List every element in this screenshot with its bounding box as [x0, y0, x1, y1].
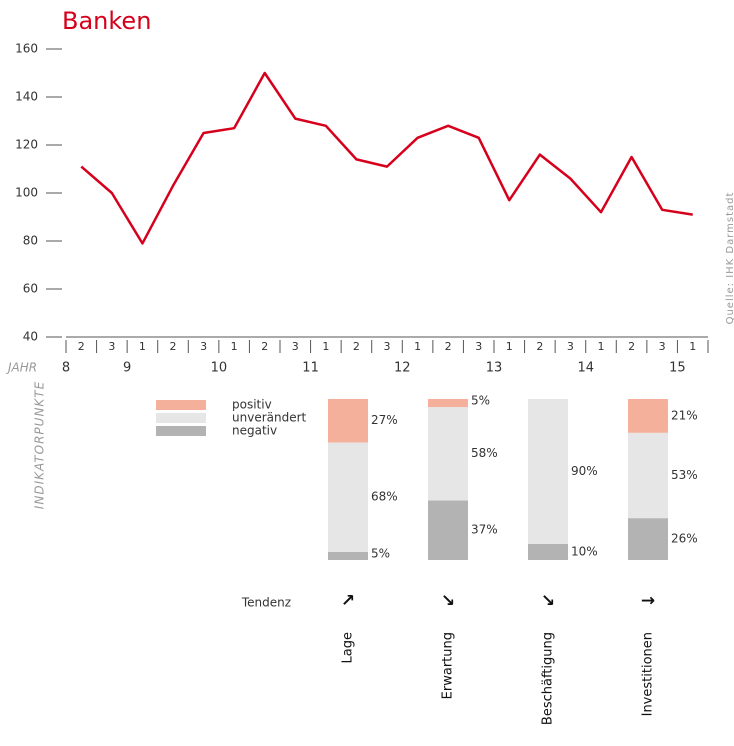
year-label: 14: [577, 361, 594, 376]
x-tick-label: 2: [261, 340, 268, 353]
x-tick-label: 1: [322, 340, 329, 353]
y-tick-label: 160: [15, 42, 38, 56]
bar-segment: [528, 399, 568, 544]
tendency-arrow: ↘: [541, 591, 555, 611]
value-label: 58%: [471, 446, 498, 460]
category-label: Erwartung: [441, 632, 456, 699]
legend-swatch: [156, 426, 206, 436]
category-label: Investitionen: [641, 632, 656, 716]
x-tick-label: 1: [231, 340, 238, 353]
x-tick-label: 2: [78, 340, 85, 353]
value-label: 10%: [571, 544, 598, 558]
x-tick-label: 2: [445, 340, 452, 353]
year-label: 13: [486, 361, 503, 376]
year-label: 11: [302, 361, 319, 376]
x-tick-label: 3: [108, 340, 115, 353]
year-label: 12: [394, 361, 411, 376]
x-tick-label: 1: [139, 340, 146, 353]
year-label: 10: [211, 361, 228, 376]
bar-segment: [428, 500, 468, 560]
data-line: [80, 71, 693, 245]
legend-swatch: [156, 413, 206, 423]
x-tick-label: 1: [598, 340, 605, 353]
x-tick-label: 1: [414, 340, 421, 353]
y-tick-label: 140: [15, 90, 38, 104]
x-tick-label: 2: [536, 340, 543, 353]
value-label: 5%: [471, 394, 490, 408]
value-label: 21%: [671, 408, 698, 422]
x-tick-label: 3: [567, 340, 574, 353]
tendency-arrow: →: [641, 591, 655, 611]
legend-label: unverändert: [232, 411, 307, 425]
bar-segment: [628, 518, 668, 560]
year-label: 9: [123, 361, 131, 376]
bar-segment: [428, 407, 468, 501]
value-label: 53%: [671, 468, 698, 482]
value-label: 68%: [371, 490, 398, 504]
value-label: 37%: [471, 523, 498, 537]
source-note: Quelle: IHK Darmstadt: [725, 192, 734, 325]
y-tick-label: 80: [23, 234, 38, 248]
x-tick-label: 3: [659, 340, 666, 353]
bar-segment: [428, 399, 468, 408]
x-tick-label: 2: [628, 340, 635, 353]
bar-segment: [328, 551, 368, 560]
tendency-arrow: ↗: [341, 591, 355, 611]
bar-segment: [628, 399, 668, 433]
chart-title: Banken: [62, 7, 151, 35]
x-tick-label: 1: [506, 340, 513, 353]
year-label: 8: [62, 361, 70, 376]
year-label: 15: [669, 361, 686, 376]
bar-segment: [528, 543, 568, 560]
legend-swatch: [156, 400, 206, 410]
x-tick-label: 1: [689, 340, 696, 353]
x-tick-label: 3: [292, 340, 299, 353]
y-tick-label: 60: [23, 282, 38, 296]
value-label: 5%: [371, 547, 390, 561]
y-tick-label: 120: [15, 138, 38, 152]
x-tick-label: 3: [384, 340, 391, 353]
x-tick-label: 2: [170, 340, 177, 353]
x-tick-label: 3: [475, 340, 482, 353]
bar-segment: [328, 399, 368, 443]
tendency-label: Tendenz: [241, 596, 291, 610]
x-tick-label: 3: [200, 340, 207, 353]
category-label: Beschäftigung: [541, 632, 556, 725]
x-axis-label: JAHR: [6, 361, 37, 375]
value-label: 90%: [571, 464, 598, 478]
y-tick-label: 40: [23, 330, 38, 344]
legend-label: negativ: [232, 424, 277, 438]
value-label: 27%: [371, 413, 398, 427]
y-axis-label: INDIKATORPUNKTE: [33, 381, 47, 509]
category-label: Lage: [341, 632, 356, 663]
legend-label: positiv: [232, 398, 272, 412]
value-label: 26%: [671, 532, 698, 546]
bar-segment: [328, 442, 368, 552]
bar-segment: [628, 432, 668, 519]
x-tick-label: 2: [353, 340, 360, 353]
tendency-arrow: ↘: [441, 591, 455, 611]
y-tick-label: 100: [15, 186, 38, 200]
